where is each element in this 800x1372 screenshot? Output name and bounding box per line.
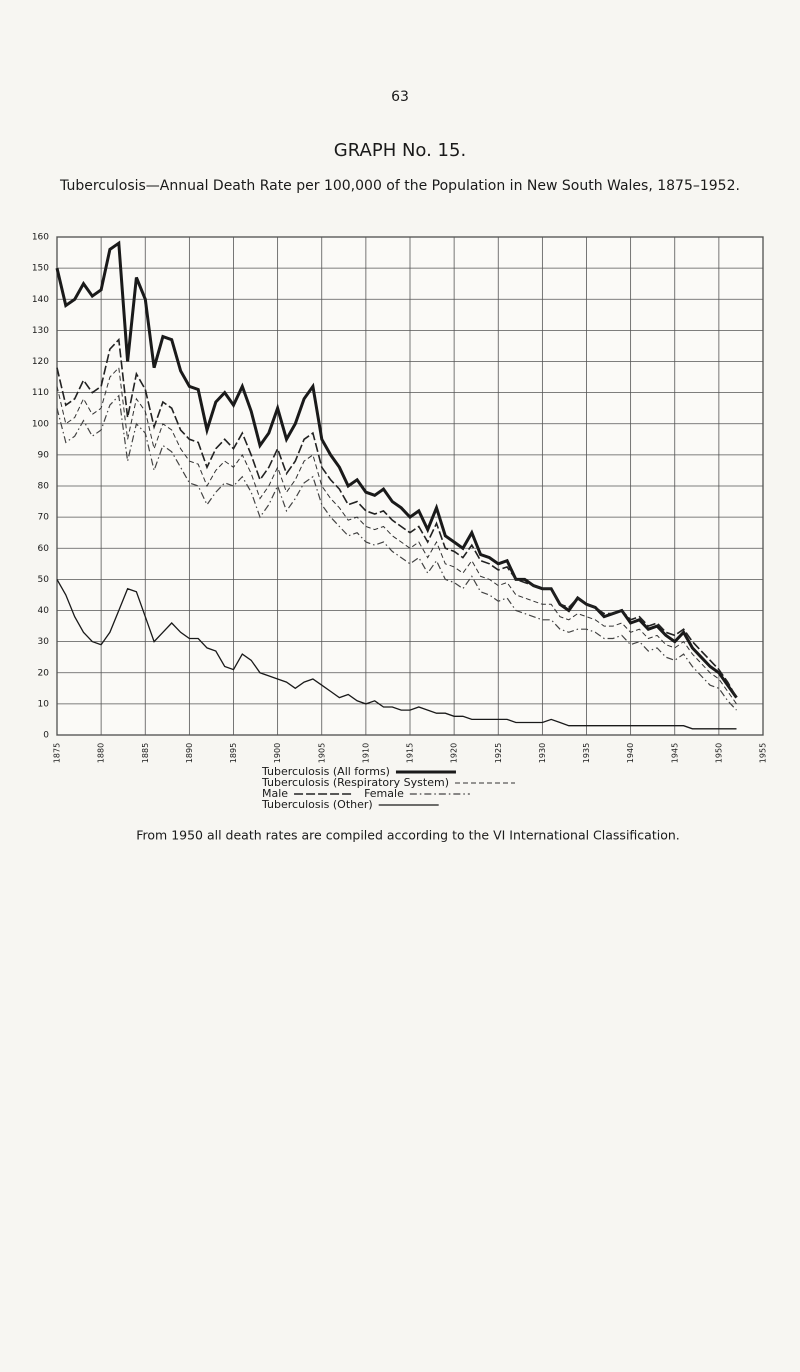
x-tick-label: 1880 [97,743,106,763]
x-tick-label: 1945 [670,743,679,763]
legend-label: Female [364,787,404,800]
y-tick-label: 80 [38,482,50,492]
footnote: From 1950 all death rates are compiled a… [136,828,680,843]
y-tick-label: 0 [43,731,49,741]
x-tick-label: 1885 [141,743,150,763]
series-line [56,579,737,730]
y-tick-label: 10 [38,699,50,709]
x-tick-label: 1920 [450,743,459,763]
x-tick-label: 1950 [714,743,723,763]
series-line [56,337,738,698]
y-tick-label: 100 [32,419,49,429]
y-tick-label: 40 [38,606,50,616]
x-tick-label: 1900 [273,743,282,763]
x-tick-label: 1875 [53,743,62,763]
legend-label: Tuberculosis (Respiratory System) [261,776,449,789]
x-tick-label: 1940 [626,743,635,763]
y-tick-label: 120 [32,357,49,367]
y-tick-label: 20 [38,668,50,678]
x-tick-label: 1910 [361,743,370,763]
legend-label: Tuberculosis (Other) [261,798,373,811]
y-tick-label: 90 [38,450,50,460]
x-tick-label: 1895 [229,743,238,763]
chart-subtitle: Tuberculosis—Annual Death Rate per 100,0… [59,178,740,194]
x-tick-label: 1930 [538,743,547,763]
y-tick-label: 30 [38,637,50,647]
x-tick-label: 1890 [185,743,194,763]
series-line [56,394,737,711]
x-tick-label: 1925 [494,743,503,763]
legend-label: Male [262,787,288,800]
y-tick-label: 110 [32,388,49,398]
x-tick-label: 1905 [317,743,326,763]
x-tick-label: 1955 [759,743,768,763]
y-tick-label: 130 [32,326,49,336]
x-tick-label: 1915 [406,743,415,763]
y-tick-label: 60 [38,544,50,554]
y-tick-label: 150 [32,264,49,274]
legend-label: Tuberculosis (All forms) [261,765,390,778]
chart-title: GRAPH No. 15. [334,140,466,161]
y-tick-label: 140 [32,295,49,305]
x-tick-label: 1935 [582,743,591,763]
series-line [56,366,737,705]
y-tick-label: 50 [38,575,50,585]
page-number: 63 [391,89,409,105]
y-tick-label: 160 [32,233,49,243]
y-tick-label: 70 [38,513,50,523]
